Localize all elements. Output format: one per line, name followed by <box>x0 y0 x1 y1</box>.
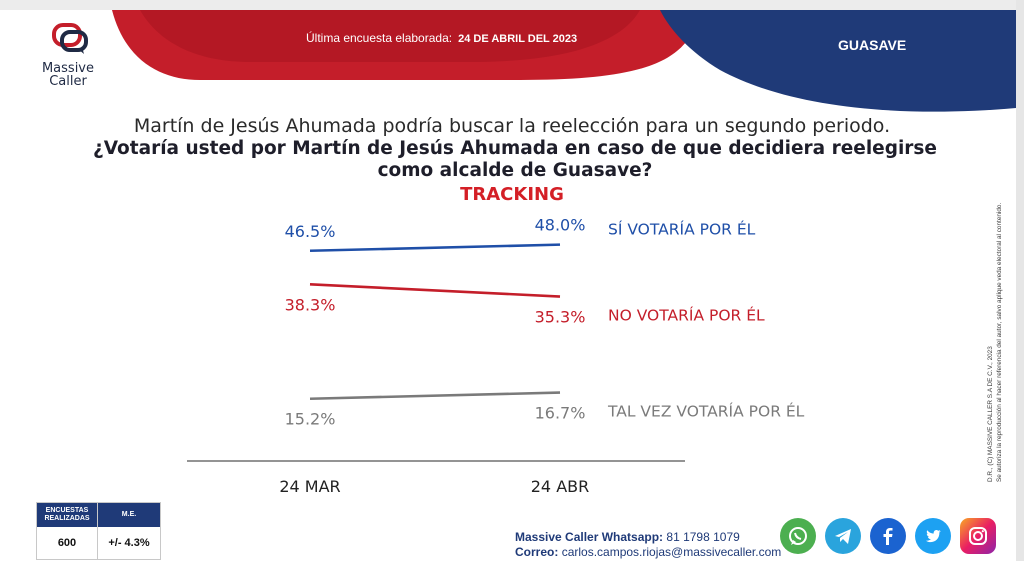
series-name-1: NO VOTARÍA POR ÉL <box>608 306 765 325</box>
brand-name-line1: Massive <box>41 61 95 76</box>
social-icons <box>780 518 996 554</box>
brand-name-line2: Caller <box>49 74 87 89</box>
survey-date-value: 24 DE ABRIL DEL 2023 <box>458 33 578 45</box>
reproduction-notice: Se autoriza la reproducción al hacer ref… <box>996 202 1003 482</box>
right-border <box>1016 0 1024 561</box>
email-address[interactable]: carlos.campos.riojas@massivecaller.com <box>561 545 782 559</box>
chart-subtitle: TRACKING <box>460 184 564 205</box>
sample-table-header: ENCUESTAS REALIZADAS M.E. <box>37 503 160 527</box>
header-red-shade <box>140 10 640 62</box>
margin-error-header: M.E. <box>121 511 137 518</box>
series-line-1 <box>309 282 561 298</box>
series-line-0 <box>309 243 561 253</box>
whatsapp-line: Massive Caller Whatsapp: 81 1798 1079 <box>515 530 781 545</box>
sample-table: ENCUESTAS REALIZADAS M.E. 600 +/- 4.3% <box>36 502 161 560</box>
survey-date-line: Última encuesta elaborada: 24 DE ABRIL DE… <box>306 31 577 45</box>
telegram-icon[interactable] <box>825 518 861 554</box>
facebook-icon[interactable] <box>870 518 906 554</box>
question-main: ¿Votaría usted por Martín de Jesús Ahuma… <box>93 138 937 181</box>
email-label: Correo: <box>515 545 559 559</box>
series-name-2: TAL VEZ VOTARÍA POR ÉL <box>607 402 805 421</box>
data-label-0-0: 46.5% <box>285 222 336 241</box>
data-label-1-1: 35.3% <box>535 308 586 327</box>
contact-info: Massive Caller Whatsapp: 81 1798 1079 Co… <box>515 530 781 560</box>
chat-bubbles-icon <box>52 23 88 54</box>
copyright-text: D.R., (C) MASSIVE CALLER S.A DE C.V., 20… <box>987 346 994 482</box>
header-banner <box>112 10 1016 112</box>
sample-table-row: 600 +/- 4.3% <box>37 527 160 559</box>
survey-date-label: Última encuesta elaborada: <box>306 31 453 45</box>
whatsapp-icon[interactable] <box>780 518 816 554</box>
data-label-2-1: 16.7% <box>535 404 586 423</box>
legal-sidebar: D.R., (C) MASSIVE CALLER S.A DE C.V., 20… <box>984 130 1004 482</box>
instagram-icon[interactable] <box>960 518 996 554</box>
top-border <box>0 0 1024 10</box>
series-line-2 <box>309 391 561 401</box>
x-tick-label-0: 24 MAR <box>279 477 340 496</box>
brand-logo: Massive Caller <box>34 22 102 88</box>
whatsapp-label: Massive Caller Whatsapp: <box>515 530 664 544</box>
data-label-0-1: 48.0% <box>535 216 586 235</box>
whatsapp-number: 81 1798 1079 <box>666 530 740 544</box>
surveys-header: ENCUESTAS REALIZADAS <box>37 503 98 527</box>
question-intro: Martín de Jesús Ahumada podría buscar la… <box>133 115 891 137</box>
x-tick-label-1: 24 ABR <box>531 477 589 496</box>
header-navy-shape <box>660 10 1016 112</box>
surveys-count: 600 <box>37 527 98 559</box>
chart-layer: 46.5% 48.0% SÍ VOTARÍA POR ÉL 38.3% 35.3% NO … <box>279 216 804 496</box>
data-label-1-0: 38.3% <box>285 295 336 314</box>
margin-error-value: +/- 4.3% <box>108 537 150 549</box>
twitter-icon[interactable] <box>915 518 951 554</box>
data-label-2-0: 15.2% <box>285 410 336 429</box>
region-label: GUASAVE <box>838 37 907 53</box>
email-line: Correo: carlos.campos.riojas@massivecall… <box>515 545 781 560</box>
series-name-0: SÍ VOTARÍA POR ÉL <box>608 220 756 239</box>
